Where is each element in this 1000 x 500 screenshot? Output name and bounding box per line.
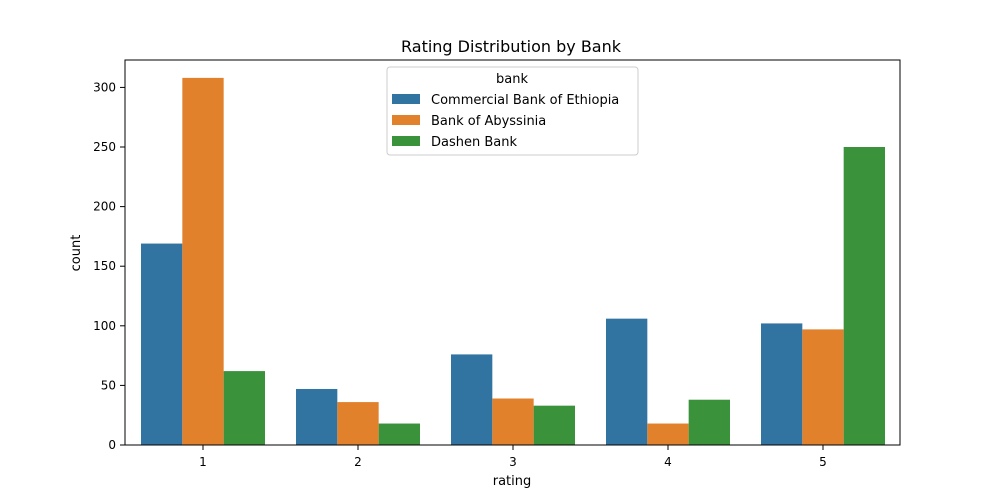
bar-3-series-0 [451, 354, 493, 445]
bar-2-series-2 [378, 423, 420, 445]
x-tick-label: 2 [354, 455, 362, 469]
bar-4-series-1 [647, 423, 689, 445]
x-tick-label: 4 [664, 455, 672, 469]
legend-box [386, 66, 639, 156]
y-tick-label: 300 [93, 80, 116, 94]
x-axis-label: rating [493, 474, 532, 489]
y-tick-label: 250 [93, 140, 116, 154]
x-tick-label: 5 [819, 455, 827, 469]
y-axis-label: count [69, 235, 84, 272]
bar-5-series-2 [843, 147, 885, 445]
bar-2-series-0 [296, 388, 338, 445]
legend-swatch-0 [392, 94, 420, 104]
x-tick-label: 1 [199, 455, 207, 469]
plot-frame [124, 59, 901, 446]
bar-4-series-0 [606, 318, 648, 445]
bar-5-series-1 [802, 329, 844, 445]
bar-2-series-1 [337, 402, 379, 445]
y-tick-label: 200 [93, 200, 116, 214]
bar-5-series-0 [761, 323, 803, 445]
bar-3-series-2 [533, 405, 575, 445]
bar-1-series-2 [223, 371, 265, 445]
legend: bank Commercial Bank of Ethiopia Bank of … [386, 66, 639, 156]
legend-entry-label: Dashen Bank [431, 135, 517, 150]
bars-layer [141, 77, 885, 445]
x-tick-label: 3 [509, 455, 517, 469]
y-tick-label: 150 [93, 259, 116, 273]
bar-1-series-0 [141, 243, 183, 445]
chart-title: Rating Distribution by Bank [401, 37, 622, 56]
y-tick-label: 0 [108, 438, 116, 452]
legend-entry-label: Commercial Bank of Ethiopia [431, 93, 619, 108]
bar-3-series-1 [492, 398, 534, 445]
legend-swatch-2 [392, 136, 420, 146]
legend-entry-label: Bank of Abyssinia [431, 114, 546, 129]
legend-title: bank [496, 72, 528, 87]
bar-1-series-1 [182, 77, 224, 445]
legend-swatch-1 [392, 115, 420, 125]
y-tick-label: 100 [93, 319, 116, 333]
y-tick-label: 50 [101, 378, 116, 392]
bar-4-series-2 [688, 399, 730, 445]
